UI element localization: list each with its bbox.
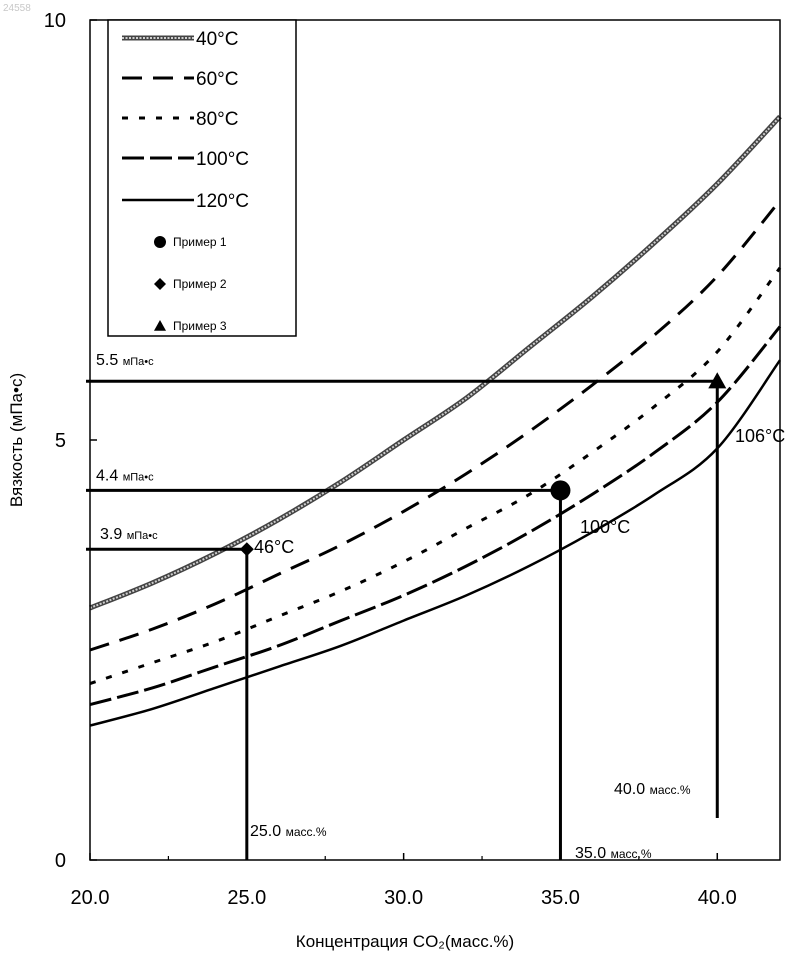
legend-label-60-c: 60°C [196,69,238,90]
legend-label-100-c: 100°C [196,149,249,170]
guide-x-label-пример-2: 25.0 масс.% [250,823,327,840]
temp-label-пример-1: 100°C [580,517,630,537]
x-tick-label-4: 40.0 [698,887,737,909]
temp-label-пример-3: 106°C [735,426,785,446]
legend-label-80-c: 80°C [196,109,238,130]
legend-label-пример-1: Пример 1 [173,235,227,249]
y-tick-label-2: 10 [44,10,66,32]
x-tick-label-1: 25.0 [227,887,266,909]
guide-x-unit-пример-1: масс.% [611,847,652,861]
x-tick-label-3: 35.0 [541,887,580,909]
legend-label-40-c: 40°C [196,29,238,50]
guide-y-unit-пример-3: мПа•с [123,356,154,368]
guide-y-label-пример-2: 3.9 мПа•с [100,526,158,543]
guide-y-value-пример-3: 5.5 [96,352,123,369]
marker-пример-1 [550,480,570,500]
legend: 40°C 60°C 80°C 100°C 120°C Пример 1 Пример 2 Пр… [108,20,296,336]
guide-x-unit-пример-2: масс.% [286,825,327,839]
guide-y-unit-пример-1: мПа•с [123,471,154,483]
x-axis-title: Концентрация CO₂(масс.%) [296,932,514,951]
guide-y-label-пример-1: 4.4 мПа•с [96,467,154,484]
y-tick-label-0: 0 [55,850,66,872]
legend-marker-пример-1 [154,236,166,248]
guide-y-value-пример-2: 3.9 [100,526,127,543]
guide-y-unit-пример-2: мПа•с [127,530,158,542]
viscosity-chart: 24558 4.4 мПа•с 35.0 масс.% 100°C 3.9 мПа•с… [0,0,800,957]
series-line-120-c [90,360,780,725]
temp-label-пример-2: 46°C [254,537,294,557]
guide-x-label-пример-3: 40.0 масс.% [614,781,691,798]
legend-label-пример-3: Пример 3 [173,319,227,333]
marker-пример-2 [240,542,254,556]
legend-label-120-c: 120°C [196,191,249,212]
legend-label-пример-2: Пример 2 [173,277,227,291]
guide-x-unit-пример-3: масс.% [650,783,691,797]
watermark: 24558 [3,3,31,14]
x-tick-label-0: 20.0 [71,887,110,909]
y-axis-title: Вязкость (мПа•с) [7,373,26,507]
guide-y-value-пример-1: 4.4 [96,467,123,484]
y-tick-label-1: 5 [55,430,66,452]
guide-x-value-пример-3: 40.0 [614,781,650,798]
guide-x-value-пример-2: 25.0 [250,823,286,840]
guide-y-label-пример-3: 5.5 мПа•с [96,352,154,369]
x-tick-label-2: 30.0 [384,887,423,909]
series-line-100-c [90,327,780,705]
